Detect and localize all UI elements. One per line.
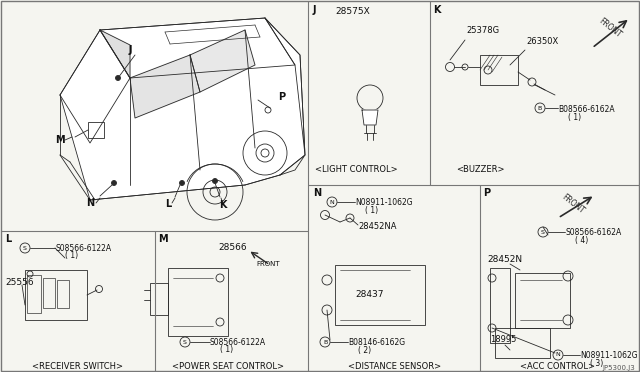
- Polygon shape: [60, 30, 130, 143]
- Bar: [88, 122, 104, 138]
- Text: N08911-1062G: N08911-1062G: [580, 351, 637, 360]
- Circle shape: [212, 179, 218, 183]
- Text: ( 3): ( 3): [590, 359, 604, 368]
- Text: P: P: [278, 92, 285, 102]
- Bar: [43, 278, 55, 308]
- Text: J: J: [128, 45, 132, 55]
- Text: K: K: [220, 200, 227, 210]
- Text: S: S: [183, 340, 187, 344]
- Text: 18995: 18995: [490, 335, 516, 344]
- Text: FRONT: FRONT: [560, 192, 586, 215]
- Text: S08566-6122A: S08566-6122A: [210, 338, 266, 347]
- Text: N: N: [86, 198, 94, 208]
- Text: K: K: [433, 5, 440, 15]
- Text: 26350X: 26350X: [526, 37, 558, 46]
- Text: 28452NA: 28452NA: [358, 222, 397, 231]
- Text: <POWER SEAT CONTROL>: <POWER SEAT CONTROL>: [172, 362, 284, 371]
- Text: B08146-6162G: B08146-6162G: [348, 338, 405, 347]
- Polygon shape: [100, 30, 130, 78]
- Polygon shape: [362, 110, 378, 125]
- Circle shape: [115, 76, 120, 80]
- Polygon shape: [265, 18, 305, 155]
- Text: 25556: 25556: [5, 278, 34, 287]
- Text: M: M: [55, 135, 65, 145]
- Text: N: N: [330, 199, 334, 205]
- Polygon shape: [100, 18, 295, 78]
- Bar: [335, 265, 425, 325]
- Text: N08911-1062G: N08911-1062G: [355, 198, 413, 207]
- Text: ( 1): ( 1): [365, 206, 378, 215]
- Text: M: M: [158, 234, 168, 244]
- Text: FRONT: FRONT: [597, 16, 623, 39]
- Text: ( 2): ( 2): [358, 346, 371, 355]
- Text: S: S: [541, 230, 545, 234]
- Circle shape: [111, 180, 116, 186]
- Polygon shape: [190, 30, 255, 92]
- Text: P: P: [483, 188, 490, 198]
- Text: 28437: 28437: [355, 290, 383, 299]
- Text: 28566: 28566: [218, 243, 246, 252]
- Bar: [25, 270, 87, 320]
- Bar: [150, 283, 168, 315]
- Text: FRONT: FRONT: [256, 261, 280, 267]
- Bar: [57, 280, 69, 308]
- Text: ( 1): ( 1): [220, 345, 233, 354]
- Text: S: S: [23, 246, 27, 250]
- Bar: [480, 55, 518, 85]
- Circle shape: [179, 180, 184, 186]
- Text: <BUZZER>: <BUZZER>: [456, 165, 504, 174]
- Text: ( 1): ( 1): [568, 113, 581, 122]
- Text: L: L: [165, 199, 171, 209]
- Text: 28575X: 28575X: [335, 7, 370, 16]
- Bar: [515, 273, 570, 328]
- Polygon shape: [130, 55, 200, 118]
- Text: <LIGHT CONTROL>: <LIGHT CONTROL>: [315, 165, 397, 174]
- Text: B08566-6162A: B08566-6162A: [558, 105, 614, 114]
- Text: <ACC CONTROL>: <ACC CONTROL>: [520, 362, 595, 371]
- Text: 25378G: 25378G: [466, 26, 499, 35]
- Text: N: N: [313, 188, 321, 198]
- Text: N: N: [556, 353, 561, 357]
- Bar: [490, 268, 510, 343]
- Bar: [27, 275, 41, 313]
- Text: S08566-6162A: S08566-6162A: [565, 228, 621, 237]
- Text: ( 4): ( 4): [575, 236, 588, 245]
- Text: ( 1): ( 1): [65, 251, 78, 260]
- Text: L: L: [5, 234, 12, 244]
- Polygon shape: [60, 18, 305, 200]
- Bar: [168, 268, 228, 336]
- Text: 28452N: 28452N: [487, 255, 522, 264]
- Text: B: B: [538, 106, 542, 110]
- Text: J: J: [313, 5, 317, 15]
- Bar: [495, 328, 550, 358]
- Text: S08566-6122A: S08566-6122A: [55, 244, 111, 253]
- Text: <DISTANCE SENSOR>: <DISTANCE SENSOR>: [348, 362, 442, 371]
- Text: <RECEIVER SWITCH>: <RECEIVER SWITCH>: [33, 362, 124, 371]
- Text: JP5300.J3: JP5300.J3: [602, 365, 635, 371]
- Text: B: B: [323, 340, 327, 344]
